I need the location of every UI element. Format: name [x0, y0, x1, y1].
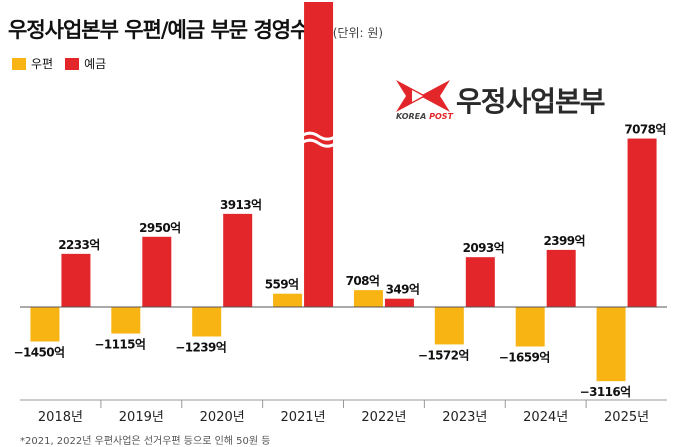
legend-swatch-postal — [12, 57, 26, 70]
bar-deposit-2018 — [61, 253, 91, 307]
value-label-deposit-2020: 3913억 — [220, 198, 261, 212]
axis-break-mark — [300, 131, 337, 141]
legend-item-postal: 우편 — [12, 55, 53, 72]
value-label-postal-2023: −1572억 — [418, 348, 469, 362]
value-label-postal-2025: −3116억 — [580, 385, 631, 399]
bar-deposit-2019 — [142, 236, 172, 307]
value-label-deposit-2019: 2950억 — [139, 221, 180, 235]
bar-deposit-2024 — [546, 249, 576, 307]
axis-break-mark — [300, 138, 337, 148]
legend-swatch-deposit — [65, 57, 80, 70]
x-tick-label-2022: 2022년 — [361, 410, 406, 425]
value-label-deposit-2024: 2399억 — [543, 234, 584, 248]
bar-deposit-2021 — [304, 2, 334, 307]
x-tick-label-2023: 2023년 — [442, 410, 487, 425]
chart-title: 우정사업본부 우편/예금 부문 경영수지 (단위: 원) — [8, 14, 383, 44]
bar-postal-2019 — [111, 307, 141, 334]
bar-deposit-2025 — [627, 138, 657, 307]
x-tick-label-2019: 2019년 — [119, 410, 164, 425]
value-label-postal-2018: −1450억 — [13, 346, 64, 360]
value-label-deposit-2018: 2233억 — [58, 238, 99, 252]
legend-label-postal: 우편 — [31, 57, 54, 71]
value-label-postal-2019: −1115억 — [94, 338, 145, 352]
bar-postal-2022 — [353, 290, 383, 307]
logo-subtext: KOREA POST — [396, 112, 453, 121]
bar-deposit-2022 — [384, 298, 414, 307]
logo-sub-accent: POST — [429, 112, 453, 121]
x-tick-label-2020: 2020년 — [200, 410, 245, 425]
logo-sub-brand: KOREA — [396, 112, 427, 121]
korea-post-logo: 우정사업본부 KOREA POST — [392, 74, 632, 130]
unit-label: (단위: 원) — [332, 26, 384, 40]
logo-text: 우정사업본부 — [456, 85, 606, 118]
bar-postal-2025 — [596, 307, 626, 382]
bar-deposit-2023 — [465, 257, 495, 307]
value-label-postal-2020: −1239억 — [175, 340, 226, 354]
bar-deposit-2020 — [223, 213, 253, 307]
value-label-deposit-2023: 2093억 — [463, 241, 504, 255]
chart-title-text: 우정사업본부 우편/예금 부문 경영수지 — [8, 18, 328, 42]
bar-postal-2018 — [30, 307, 60, 342]
x-tick-label-2025: 2025년 — [604, 410, 649, 425]
value-label-postal-2022: 708억 — [346, 274, 380, 288]
value-label-deposit-2022: 349억 — [386, 283, 420, 297]
bar-postal-2020 — [192, 307, 222, 337]
x-tick-label-2024: 2024년 — [523, 410, 568, 425]
bar-postal-2024 — [515, 307, 545, 347]
bar-postal-2021 — [273, 293, 303, 307]
value-label-postal-2021: 559억 — [265, 278, 299, 292]
korea-post-emblem-icon — [396, 80, 450, 112]
legend-item-deposit: 예금 — [65, 55, 106, 72]
value-label-deposit-2025: 7078억 — [624, 123, 665, 137]
bar-postal-2023 — [434, 307, 464, 345]
legend: 우편 예금 — [12, 55, 118, 72]
legend-label-deposit: 예금 — [84, 57, 107, 71]
x-tick-label-2021: 2021년 — [281, 410, 326, 425]
value-label-postal-2024: −1659억 — [499, 350, 550, 364]
x-tick-label-2018: 2018년 — [38, 410, 83, 425]
